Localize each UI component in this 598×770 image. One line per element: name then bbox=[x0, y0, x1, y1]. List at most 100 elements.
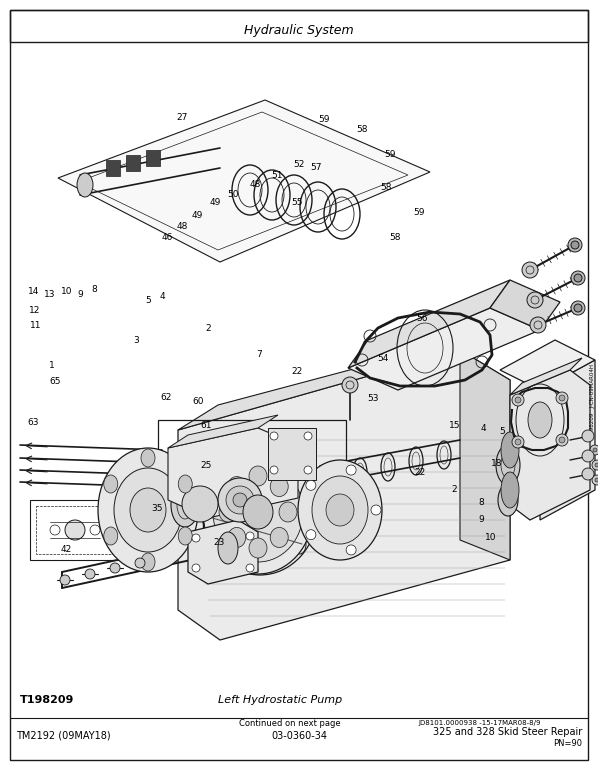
Text: 63: 63 bbox=[27, 418, 39, 427]
Ellipse shape bbox=[130, 488, 166, 532]
Text: 11: 11 bbox=[30, 321, 42, 330]
Ellipse shape bbox=[270, 432, 278, 440]
Ellipse shape bbox=[571, 301, 585, 315]
Ellipse shape bbox=[522, 262, 538, 278]
Text: T198209: T198209 bbox=[20, 695, 74, 705]
Polygon shape bbox=[510, 358, 582, 395]
Ellipse shape bbox=[192, 564, 200, 572]
Text: T198209   J-CN-09MAR04H: T198209 J-CN-09MAR04H bbox=[590, 363, 596, 437]
Ellipse shape bbox=[182, 486, 218, 522]
Text: 25: 25 bbox=[200, 460, 212, 470]
Text: 56: 56 bbox=[416, 313, 428, 323]
Text: 49: 49 bbox=[209, 198, 221, 207]
Ellipse shape bbox=[527, 292, 543, 308]
Text: 14: 14 bbox=[28, 286, 40, 296]
Text: JD8101.0000938 -15-17MAR08-8/9: JD8101.0000938 -15-17MAR08-8/9 bbox=[419, 720, 541, 726]
Ellipse shape bbox=[77, 173, 93, 197]
Ellipse shape bbox=[530, 317, 546, 333]
Ellipse shape bbox=[571, 241, 579, 249]
Ellipse shape bbox=[178, 475, 192, 493]
Text: 1: 1 bbox=[48, 361, 54, 370]
Text: 58: 58 bbox=[380, 182, 392, 192]
Ellipse shape bbox=[246, 564, 254, 572]
Text: 03-0360-34: 03-0360-34 bbox=[271, 731, 327, 741]
Bar bbox=[268, 428, 316, 480]
Ellipse shape bbox=[568, 238, 582, 252]
Text: 49: 49 bbox=[191, 211, 203, 220]
Ellipse shape bbox=[218, 478, 262, 522]
Ellipse shape bbox=[595, 478, 598, 482]
Ellipse shape bbox=[270, 527, 288, 547]
Text: 60: 60 bbox=[193, 397, 205, 407]
Ellipse shape bbox=[559, 437, 565, 443]
Ellipse shape bbox=[582, 430, 594, 442]
Ellipse shape bbox=[178, 527, 192, 545]
Text: 55: 55 bbox=[291, 198, 303, 207]
Text: 5: 5 bbox=[499, 427, 505, 436]
Text: 42: 42 bbox=[60, 544, 71, 554]
Ellipse shape bbox=[371, 505, 381, 515]
Text: 61: 61 bbox=[200, 421, 212, 430]
Text: 48: 48 bbox=[176, 222, 188, 231]
Ellipse shape bbox=[515, 439, 521, 445]
Bar bbox=[36, 506, 112, 554]
Polygon shape bbox=[490, 280, 560, 330]
Ellipse shape bbox=[556, 434, 568, 446]
Ellipse shape bbox=[298, 460, 382, 560]
Bar bbox=[106, 160, 120, 176]
Text: 3: 3 bbox=[133, 336, 139, 345]
Text: 59: 59 bbox=[318, 115, 330, 124]
Ellipse shape bbox=[218, 532, 238, 564]
Ellipse shape bbox=[501, 432, 519, 468]
Text: 8: 8 bbox=[478, 497, 484, 507]
Ellipse shape bbox=[582, 450, 594, 462]
Text: 7: 7 bbox=[257, 350, 263, 359]
Ellipse shape bbox=[346, 465, 356, 475]
Text: 9: 9 bbox=[478, 515, 484, 524]
Polygon shape bbox=[168, 428, 298, 518]
Polygon shape bbox=[178, 350, 510, 640]
Text: 58: 58 bbox=[356, 125, 368, 134]
Ellipse shape bbox=[110, 563, 120, 573]
Ellipse shape bbox=[65, 520, 85, 540]
Ellipse shape bbox=[592, 475, 598, 485]
Ellipse shape bbox=[346, 545, 356, 555]
Ellipse shape bbox=[279, 502, 297, 522]
Polygon shape bbox=[58, 100, 430, 262]
Text: 35: 35 bbox=[151, 504, 163, 513]
Ellipse shape bbox=[104, 475, 118, 493]
Text: 5: 5 bbox=[145, 296, 151, 305]
Ellipse shape bbox=[592, 460, 598, 470]
Bar bbox=[158, 420, 346, 530]
Text: 51: 51 bbox=[271, 171, 283, 180]
Ellipse shape bbox=[272, 507, 282, 521]
Text: 10: 10 bbox=[61, 286, 73, 296]
Text: 65: 65 bbox=[50, 377, 62, 387]
Ellipse shape bbox=[515, 397, 521, 403]
Ellipse shape bbox=[104, 527, 118, 545]
Text: Continued on next page: Continued on next page bbox=[239, 718, 341, 728]
Text: Hydraulic System: Hydraulic System bbox=[244, 24, 354, 36]
Ellipse shape bbox=[270, 466, 278, 474]
Text: 15: 15 bbox=[448, 421, 460, 430]
Ellipse shape bbox=[312, 476, 368, 544]
Text: 62: 62 bbox=[160, 393, 172, 402]
Ellipse shape bbox=[593, 448, 597, 452]
Ellipse shape bbox=[249, 466, 267, 486]
Ellipse shape bbox=[590, 445, 598, 455]
Ellipse shape bbox=[270, 477, 288, 497]
Polygon shape bbox=[348, 280, 510, 368]
Ellipse shape bbox=[245, 500, 255, 514]
Ellipse shape bbox=[571, 271, 585, 285]
Ellipse shape bbox=[228, 527, 246, 547]
Text: 58: 58 bbox=[389, 233, 401, 242]
Ellipse shape bbox=[559, 395, 565, 401]
Text: 22: 22 bbox=[292, 367, 303, 376]
Text: 48: 48 bbox=[249, 180, 261, 189]
Ellipse shape bbox=[304, 466, 312, 474]
Ellipse shape bbox=[243, 495, 273, 529]
Ellipse shape bbox=[249, 538, 267, 558]
Ellipse shape bbox=[226, 486, 254, 514]
Text: 59: 59 bbox=[384, 149, 396, 159]
Ellipse shape bbox=[171, 483, 199, 527]
